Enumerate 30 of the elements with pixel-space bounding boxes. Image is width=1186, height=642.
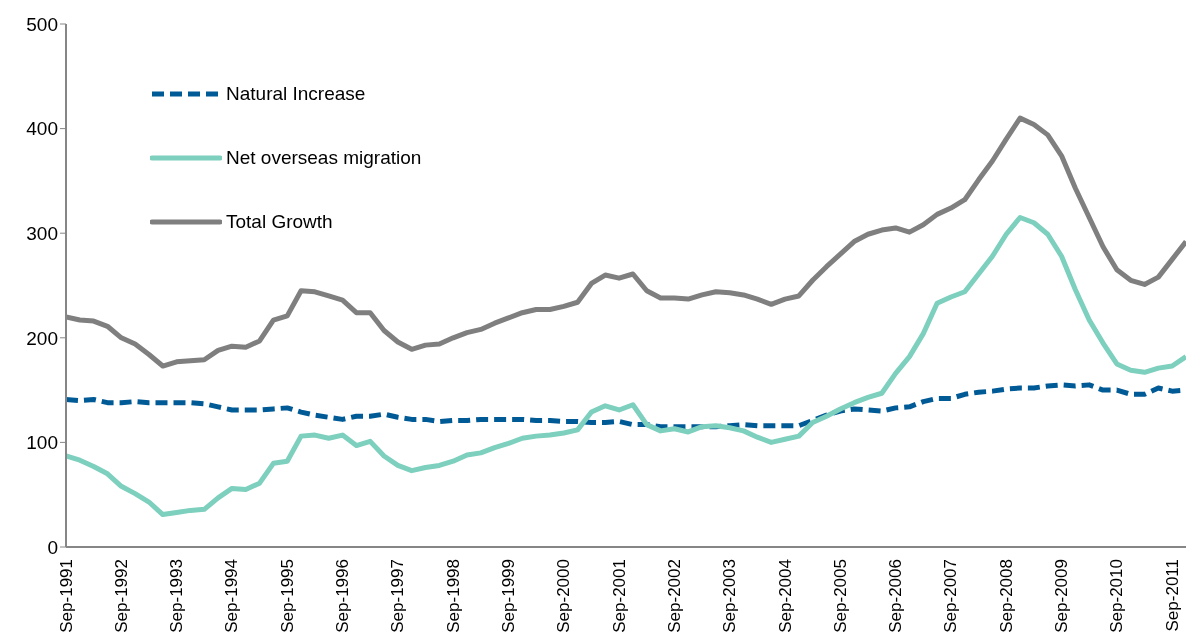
x-tick-label: Sep-1998 xyxy=(443,559,463,633)
y-tick-label: 500 xyxy=(26,13,58,35)
x-tick-label: Sep-1991 xyxy=(56,559,76,633)
x-tick-label: Sep-2006 xyxy=(886,559,906,633)
y-tick-label: 0 xyxy=(47,536,58,558)
x-tick-label: Sep-2011 xyxy=(1162,559,1182,632)
x-tick-label: Sep-2009 xyxy=(1052,559,1072,633)
x-tick-label: Sep-1997 xyxy=(388,559,408,633)
x-tick-label: Sep-2001 xyxy=(609,559,629,633)
x-tick-label: Sep-2003 xyxy=(720,559,740,633)
x-tick-label: Sep-1995 xyxy=(277,559,297,633)
x-tick-label: Sep-2007 xyxy=(941,559,961,633)
x-tick-label: Sep-1994 xyxy=(222,559,242,633)
x-tick-label: Sep-1993 xyxy=(167,559,187,633)
legend-label: Net overseas migration xyxy=(226,147,422,169)
y-tick-label: 100 xyxy=(26,432,58,454)
legend-label: Natural Increase xyxy=(226,83,366,105)
x-tick-label: Sep-2008 xyxy=(996,559,1016,633)
x-tick-label: Sep-1999 xyxy=(498,559,518,633)
x-tick-label: Sep-1996 xyxy=(333,559,353,633)
x-tick-label: Sep-2000 xyxy=(554,559,574,633)
x-tick-label: Sep-2010 xyxy=(1107,559,1127,633)
x-tick-label: Sep-2005 xyxy=(830,559,850,633)
y-tick-label: 400 xyxy=(26,118,58,140)
x-tick-label: Sep-2002 xyxy=(664,559,684,633)
y-tick-label: 300 xyxy=(26,222,58,244)
y-tick-label: 200 xyxy=(26,327,58,349)
x-tick-label: Sep-1992 xyxy=(111,559,131,633)
legend-label: Total Growth xyxy=(226,211,333,233)
x-tick-label: Sep-2004 xyxy=(775,559,795,633)
